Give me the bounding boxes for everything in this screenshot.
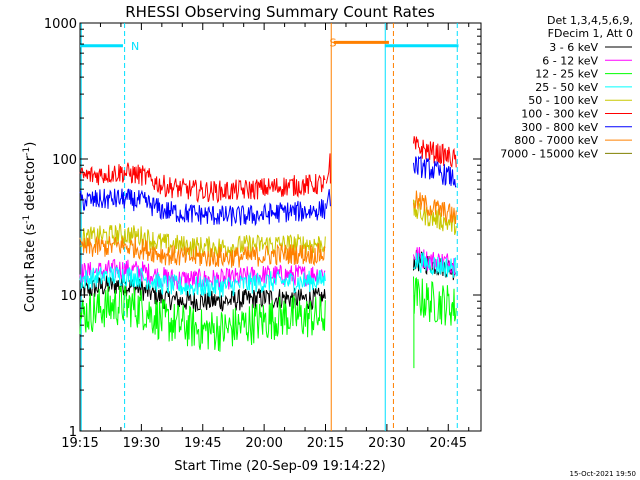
x-tick-label: 20:30 [368,436,405,451]
series-2-segment-pre [79,285,326,352]
y-axis-label-part2: detector [23,155,38,215]
y-axis-label-part3: ) [23,142,38,147]
y-axis-label-sup2: -1 [22,147,32,156]
series-5-segment-pre [79,162,326,204]
series-3-segment-post [413,251,457,278]
series-7-segment-pre [79,236,326,268]
y-tick-label: 100 [52,153,77,168]
series-6-segment-post [413,155,457,188]
x-tick-label: 19:45 [184,436,221,451]
legend-header-line-1: Det 1,3,4,5,6,9, [547,14,633,27]
legend-label-3: 25 - 50 keV [535,81,598,94]
x-axis: 19:15 19:30 19:45 20:00 20:15 20:30 20:45 [61,23,470,451]
series-4-segment-pre [79,223,326,258]
x-tick-label: 20:45 [430,436,467,451]
y-tick-label: 1 [69,425,77,440]
x-tick-label: 19:30 [123,436,160,451]
footer-timestamp: 15-Oct-2021 19:50 [570,470,636,478]
y-axis-label-sup1: -1 [22,215,32,224]
marker-letter-S: S [330,36,337,49]
vertical-lines-group [80,23,458,431]
series-4-segment-post [413,199,457,236]
y-tick-label: 1000 [44,17,77,32]
series-blue-spike [325,189,331,209]
series-group [79,136,457,369]
chart-title: RHESSI Observing Summary Count Rates [125,3,435,21]
series-0-segment-post [413,250,457,281]
legend-label-2: 12 - 25 keV [535,68,598,81]
plot-frame [79,22,482,432]
legend: Det 1,3,4,5,6,9, FDecim 1, Att 0 3 - 6 k… [500,14,633,160]
x-tick-label: 20:15 [307,436,344,451]
x-tick-label: 20:00 [245,436,282,451]
legend-label-6: 300 - 800 keV [521,121,598,134]
legend-label-7: 800 - 7000 keV [514,134,598,147]
series-5-segment-post [413,136,457,168]
series-red-spike [325,153,331,184]
y-axis-label-part1: Count Rate (s [23,224,38,313]
x-tick-label: 19:15 [61,436,98,451]
series-3-segment-pre [79,265,326,298]
marker-letter-N: N [131,40,139,53]
legend-label-4: 50 - 100 keV [528,94,598,107]
legend-label-1: 6 - 12 keV [542,54,598,67]
legend-label-5: 100 - 300 keV [521,108,598,121]
y-axis-label: Count Rate (s-1 detector-1) [22,142,38,313]
legend-label-0: 3 - 6 keV [549,41,598,54]
series-0-segment-pre [79,274,326,312]
y-axis: 1 10 100 1000 [44,17,481,440]
y-tick-label: 10 [60,289,77,304]
series-6-segment-pre [79,188,326,227]
legend-header-line-2: FDecim 1, Att 0 [548,27,633,40]
x-axis-label: Start Time (20-Sep-09 19:14:22) [174,459,385,474]
plot-area [79,22,482,432]
legend-label-8: 7000 - 15000 keV [500,147,598,160]
series-7-segment-post [413,190,457,225]
series-2-segment-post [413,276,457,326]
